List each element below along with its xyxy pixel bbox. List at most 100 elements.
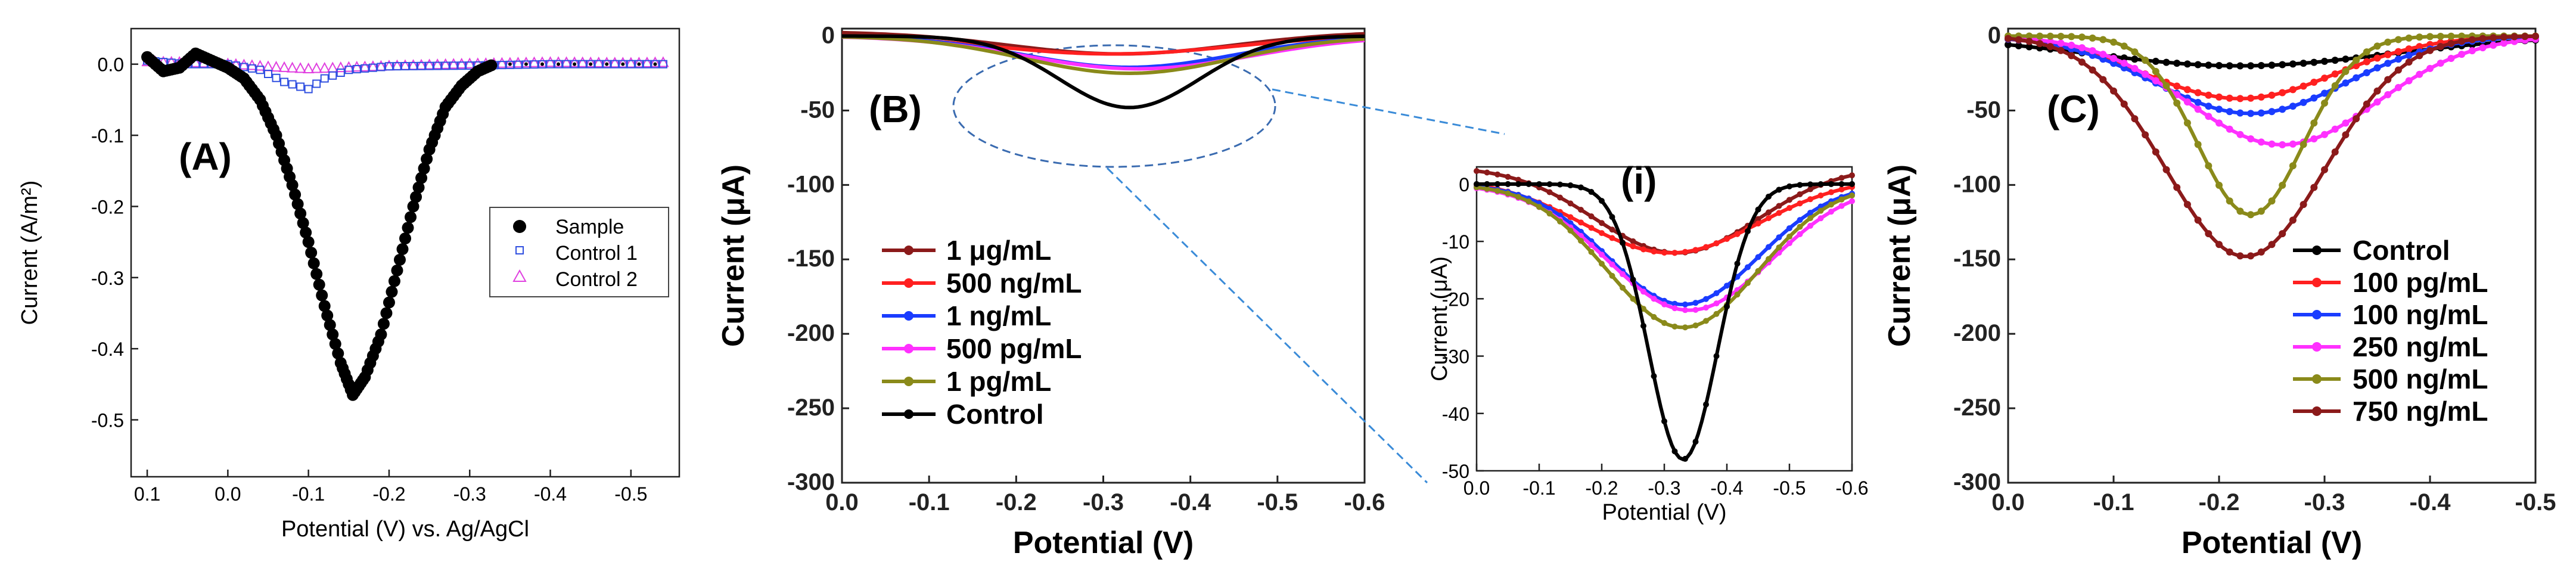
- series-1-point: [2268, 91, 2276, 99]
- control2-point: [601, 57, 613, 68]
- inset-series-5-point: [1588, 189, 1595, 195]
- inset-series-5-point: [1713, 353, 1720, 359]
- series-5-point: [2384, 76, 2392, 83]
- sample-point: [412, 181, 425, 194]
- inset-series-3-point: [1703, 305, 1709, 311]
- inset-series-5-point: [1671, 448, 1678, 455]
- inset-series-1-point: [1578, 219, 1584, 226]
- control1-point: [562, 60, 571, 69]
- inset-series-0-point: [1578, 206, 1584, 213]
- sample-point: [396, 243, 409, 256]
- control1-point: [264, 69, 272, 78]
- control1-point: [498, 61, 507, 70]
- control2-point: [657, 56, 669, 67]
- x-tick-label: -0.5: [1257, 489, 1298, 515]
- sample-point: [540, 62, 544, 66]
- inset-series-5-point: [1661, 418, 1667, 424]
- panel-label: (B): [869, 88, 922, 131]
- inset-series-3-point: [1838, 203, 1845, 209]
- control2-point: [423, 58, 436, 70]
- inset-series-4-point: [1755, 268, 1761, 274]
- series-5-point: [2247, 252, 2255, 260]
- sample-point: [321, 309, 334, 322]
- series-5-point: [2300, 201, 2307, 209]
- sample-point: [485, 59, 498, 72]
- inset-series-5-point: [1849, 181, 1855, 187]
- series-2-point: [2373, 64, 2381, 72]
- inset-series-4-point: [1599, 260, 1605, 267]
- inset-series-0-point: [1557, 194, 1563, 201]
- inset-series-0-point: [1630, 238, 1636, 244]
- control1-point: [361, 64, 369, 73]
- series-5-point: [2257, 248, 2265, 256]
- inset-series-5-point: [1609, 214, 1615, 220]
- series-4-point: [2247, 211, 2255, 219]
- y-tick-label: -100: [787, 171, 835, 197]
- inset-series-4-point: [1525, 198, 1532, 204]
- sample-point: [573, 62, 577, 66]
- y-tick-label: 0: [1988, 22, 2001, 48]
- control2-point: [359, 60, 371, 72]
- series-3-point: [2458, 51, 2466, 58]
- series-1-point: [2300, 82, 2307, 90]
- control1-point: [256, 66, 265, 74]
- inset-series-1-point: [1661, 250, 1667, 256]
- inset-series-0-point: [1546, 189, 1553, 195]
- control1-point: [304, 85, 313, 94]
- inset-series-0-point: [1786, 197, 1792, 203]
- series-3-point: [2468, 47, 2476, 55]
- series-4-point: [2331, 82, 2339, 89]
- inset-series-4-point: [1505, 190, 1511, 197]
- x-tick-label: -0.4: [1170, 489, 1211, 515]
- inset-series-0-point: [1766, 209, 1772, 216]
- y-tick-label: -200: [787, 320, 835, 346]
- series-0-point: [2247, 62, 2255, 70]
- series-4-point: [2152, 67, 2159, 75]
- series-2-point: [2226, 108, 2233, 116]
- control1-point: [635, 60, 644, 69]
- inset-series-4-point: [1567, 227, 1574, 234]
- series-5-point: [2490, 34, 2497, 42]
- sample-point: [524, 62, 528, 66]
- series-5-point: [2205, 230, 2213, 238]
- sample-point: [589, 62, 593, 66]
- series-5-point: [2173, 184, 2181, 191]
- series-2-point: [2321, 89, 2328, 97]
- control1-point: [296, 82, 305, 91]
- series-4-point: [2426, 33, 2434, 41]
- inset-series-4-point: [1786, 234, 1792, 240]
- series-4-point: [2342, 67, 2350, 75]
- inset-series-1-point: [1766, 215, 1772, 222]
- series-4-point: [2268, 197, 2276, 205]
- series-3-point: [2142, 70, 2149, 78]
- series-3-point: [2236, 131, 2244, 138]
- inset-series-5-point: [1766, 193, 1772, 200]
- series-3-point: [2268, 140, 2276, 148]
- series-4-point: [2194, 141, 2202, 148]
- series-0-point: [2194, 61, 2202, 69]
- control1-point: [312, 79, 321, 88]
- sample-point: [377, 318, 390, 330]
- control1-point: [441, 61, 450, 70]
- sample-point: [329, 338, 341, 350]
- y-tick-label: -0.5: [91, 410, 124, 431]
- series-5-point: [2152, 148, 2159, 156]
- series-4-point: [2046, 32, 2054, 40]
- inset-series-4-point: [1578, 238, 1584, 244]
- inset-series-5-point: [1494, 181, 1500, 187]
- inset-series-4-point: [1682, 324, 1688, 331]
- inset-series-2-point: [1671, 300, 1678, 307]
- x-tick-label: -0.6: [1835, 477, 1868, 499]
- series-0-point: [2215, 61, 2223, 69]
- inset-series-3-point: [1797, 231, 1803, 237]
- x-tick-label: -0.1: [909, 489, 950, 515]
- y-axis-label: Current (μA): [716, 164, 751, 347]
- legend-marker: [2312, 342, 2322, 352]
- inset-series-2-point: [1724, 282, 1730, 289]
- control1-point: [280, 77, 289, 86]
- series-5-point: [2416, 52, 2423, 60]
- control1-point: [514, 60, 523, 69]
- zoom-ellipse: [952, 44, 1276, 168]
- series-1-point: [2215, 93, 2223, 101]
